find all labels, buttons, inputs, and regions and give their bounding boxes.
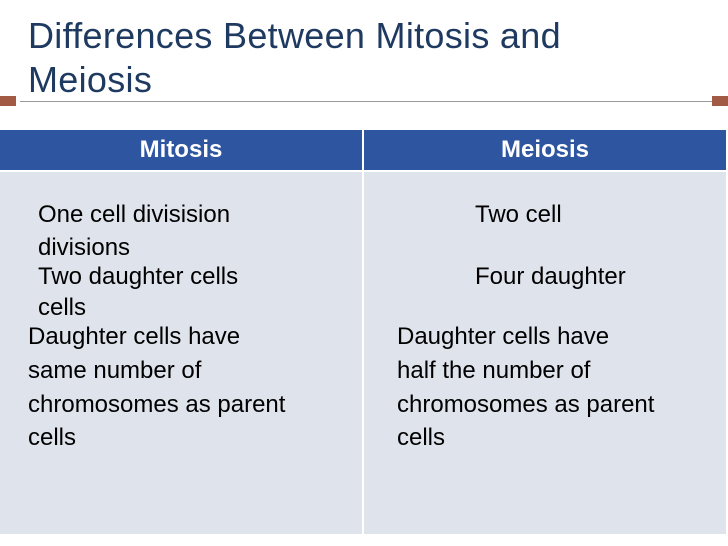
cell-text: chromosomes as parent bbox=[397, 391, 655, 418]
accent-square bbox=[0, 96, 16, 106]
cell-text: One cell divisision bbox=[38, 201, 231, 228]
cell-text: cells bbox=[28, 424, 77, 451]
cell-text: chromosomes as parent bbox=[28, 391, 286, 418]
cell-text: cells bbox=[397, 424, 446, 451]
cell-text: same number of bbox=[28, 357, 202, 384]
cell-text: cells bbox=[38, 294, 87, 321]
column-header: Meiosis bbox=[364, 130, 726, 170]
column-body bbox=[0, 172, 362, 534]
cell-text: Daughter cells have bbox=[397, 323, 610, 350]
accent-square bbox=[712, 96, 728, 106]
cell-text: Two daughter cells bbox=[38, 263, 239, 290]
slide-title: Differences Between Mitosis and Meiosis bbox=[28, 15, 561, 100]
cell-text: half the number of bbox=[397, 357, 591, 384]
cell-text: Daughter cells have bbox=[28, 323, 241, 350]
comparison-table: Mitosis Meiosis One cell divisision divis… bbox=[0, 130, 728, 534]
cell-text: divisions bbox=[38, 234, 131, 261]
column-body bbox=[364, 172, 726, 534]
column-header: Mitosis bbox=[0, 130, 362, 170]
cell-text: Four daughter bbox=[475, 263, 626, 290]
title-rule bbox=[20, 101, 712, 102]
cell-text: Two cell bbox=[475, 201, 562, 228]
